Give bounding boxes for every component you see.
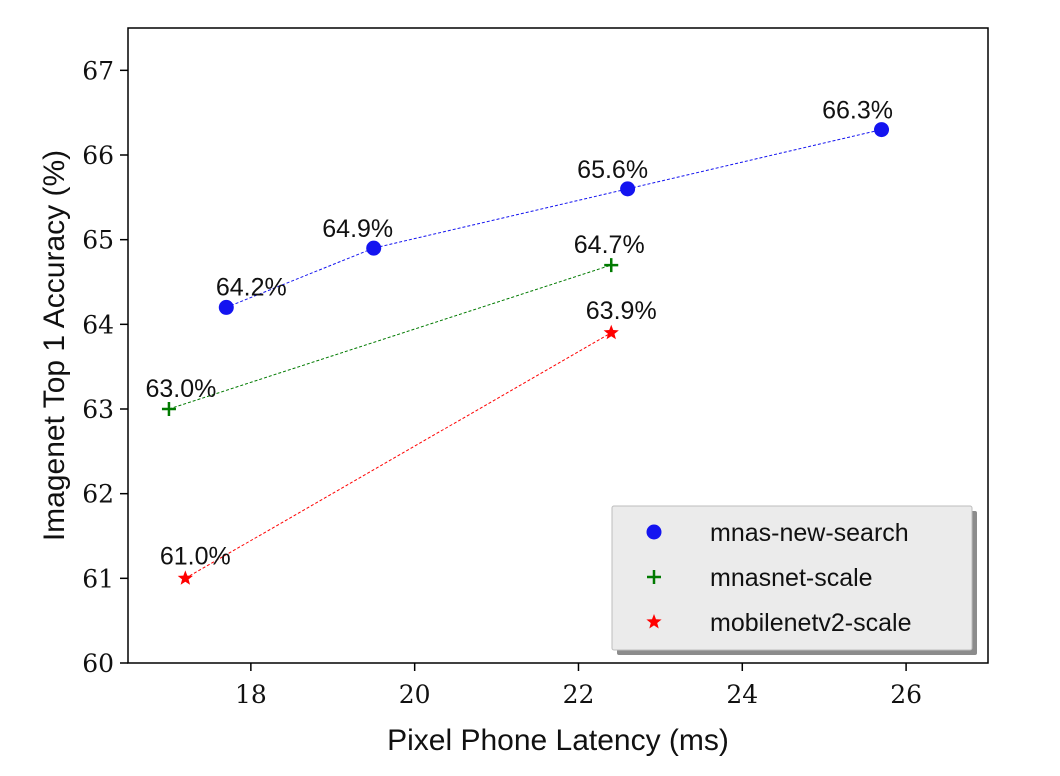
mnas-new-search-data-label: 65.6% — [577, 156, 648, 184]
mnasnet-scale-data-label: 64.7% — [574, 231, 645, 259]
mobilenetv2-scale-data-label: 63.9% — [586, 297, 657, 325]
x-tick-label: 24 — [726, 680, 758, 709]
mnasnet-scale-point — [161, 402, 176, 416]
mnas-new-search-point — [366, 240, 382, 256]
mobilenetv2-scale-point — [603, 324, 619, 340]
legend: mnas-new-search mnasnet-scale mobilenetv2-… — [611, 505, 977, 655]
legend-label-mnasnet-scale: mnasnet-scale — [710, 564, 873, 592]
x-tick-label: 18 — [235, 680, 267, 709]
y-tick-label: 60 — [82, 649, 114, 678]
series-line-mnasnet-scale — [168, 264, 612, 410]
y-axis-title: Imagenet Top 1 Accuracy (%) — [38, 150, 71, 541]
data-labels: 64.2% 64.9% 65.6% 66.3% 63.0% 64.7% 61.0% 63.9% — [146, 97, 893, 571]
mnas-new-search-point — [874, 122, 890, 138]
legend-marker-mnas-new-search — [646, 524, 662, 540]
series-line-mobilenetv2-scale — [185, 332, 612, 579]
mobilenetv2-scale-data-label: 61.0% — [160, 542, 231, 570]
y-tick-label: 65 — [82, 226, 114, 255]
x-tick-label: 26 — [890, 680, 922, 709]
legend-marker-mobilenetv2-scale — [646, 614, 662, 629]
x-axis-title: Pixel Phone Latency (ms) — [387, 724, 729, 757]
legend-label-mnas-new-search: mnas-new-search — [710, 519, 909, 547]
plot-frame — [127, 27, 989, 664]
legend-label-mobilenetv2-scale: mobilenetv2-scale — [710, 609, 912, 637]
mnas-new-search-point — [218, 299, 234, 315]
mnas-new-search-point — [620, 181, 636, 197]
mobilenetv2-scale-point — [177, 570, 193, 585]
y-tick-label: 61 — [82, 564, 114, 593]
mnas-new-search-data-label: 64.2% — [216, 273, 287, 301]
mnas-new-search-data-label: 66.3% — [822, 97, 893, 125]
legend-marker-mnasnet-scale — [647, 570, 661, 584]
mnas-new-search-data-label: 64.9% — [322, 215, 393, 243]
y-tick-label: 67 — [82, 56, 114, 85]
series-lines — [168, 129, 882, 579]
data-points — [161, 122, 890, 585]
y-tick-label: 63 — [82, 395, 114, 424]
x-tick-label: 20 — [399, 680, 431, 709]
legend-box — [611, 505, 973, 651]
y-tick-label: 64 — [82, 310, 114, 339]
mnasnet-scale-data-label: 63.0% — [146, 375, 217, 403]
x-tick-label: 22 — [563, 680, 595, 709]
y-tick-label: 62 — [82, 480, 114, 509]
axes: 18 20 22 24 26 60 61 62 63 64 65 66 67 Pixel Phone La… — [38, 27, 989, 757]
y-tick-label: 66 — [82, 141, 114, 170]
mnasnet-scale-point — [604, 258, 619, 273]
